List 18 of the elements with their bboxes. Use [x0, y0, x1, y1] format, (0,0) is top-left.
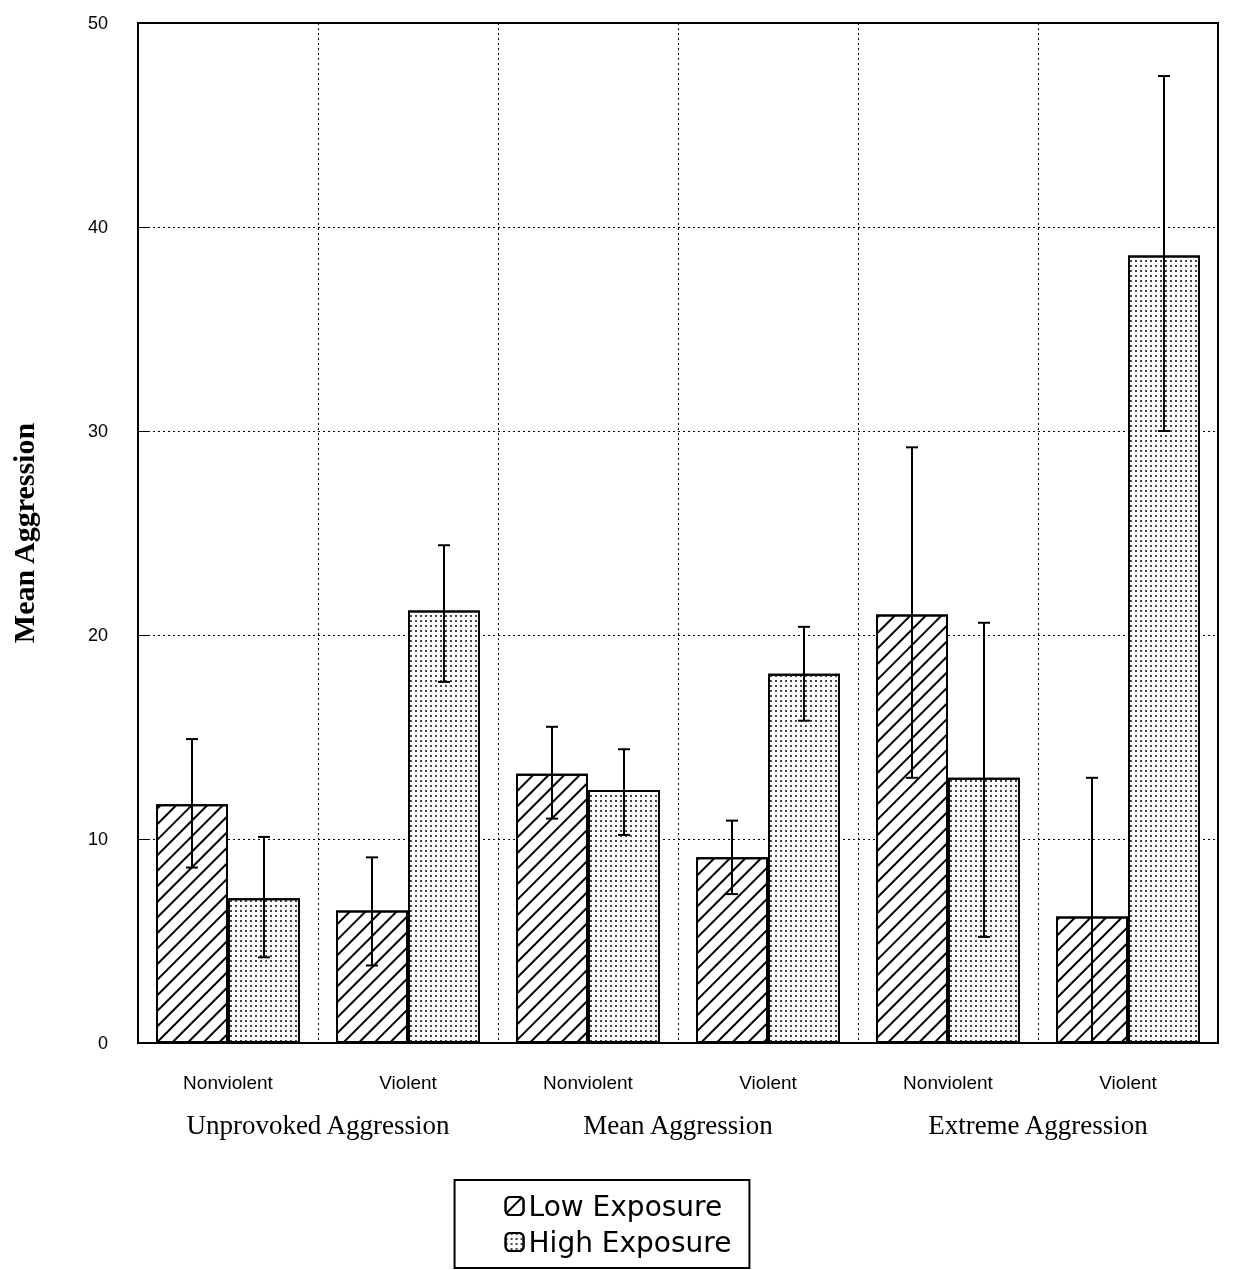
- text: Mean Aggression: [583, 1110, 774, 1140]
- x-tick-label: Nonviolent: [543, 1072, 634, 1093]
- legend-label: High Exposure: [528, 1225, 732, 1259]
- y-tick-label: 20: [87, 625, 108, 645]
- y-tick-label: 10: [87, 829, 108, 849]
- y-axis-title: Mean Aggression: [6, 422, 40, 644]
- y-tick-label: 50: [87, 13, 108, 33]
- x-tick-label: Violent: [1099, 1072, 1158, 1093]
- x-tick-label: Nonviolent: [903, 1072, 994, 1093]
- x-tick-label: Violent: [739, 1072, 798, 1093]
- y-tick-label: 30: [87, 421, 108, 441]
- x-tick-label: Nonviolent: [183, 1072, 274, 1093]
- text: Unprovoked Aggression: [186, 1110, 451, 1140]
- y-tick-label: 0: [97, 1033, 108, 1053]
- legend-label: Low Exposure: [528, 1189, 723, 1223]
- y-tick-label: 40: [87, 217, 108, 237]
- x-tick-label: Violent: [379, 1072, 438, 1093]
- text: Extreme Aggression: [928, 1110, 1149, 1140]
